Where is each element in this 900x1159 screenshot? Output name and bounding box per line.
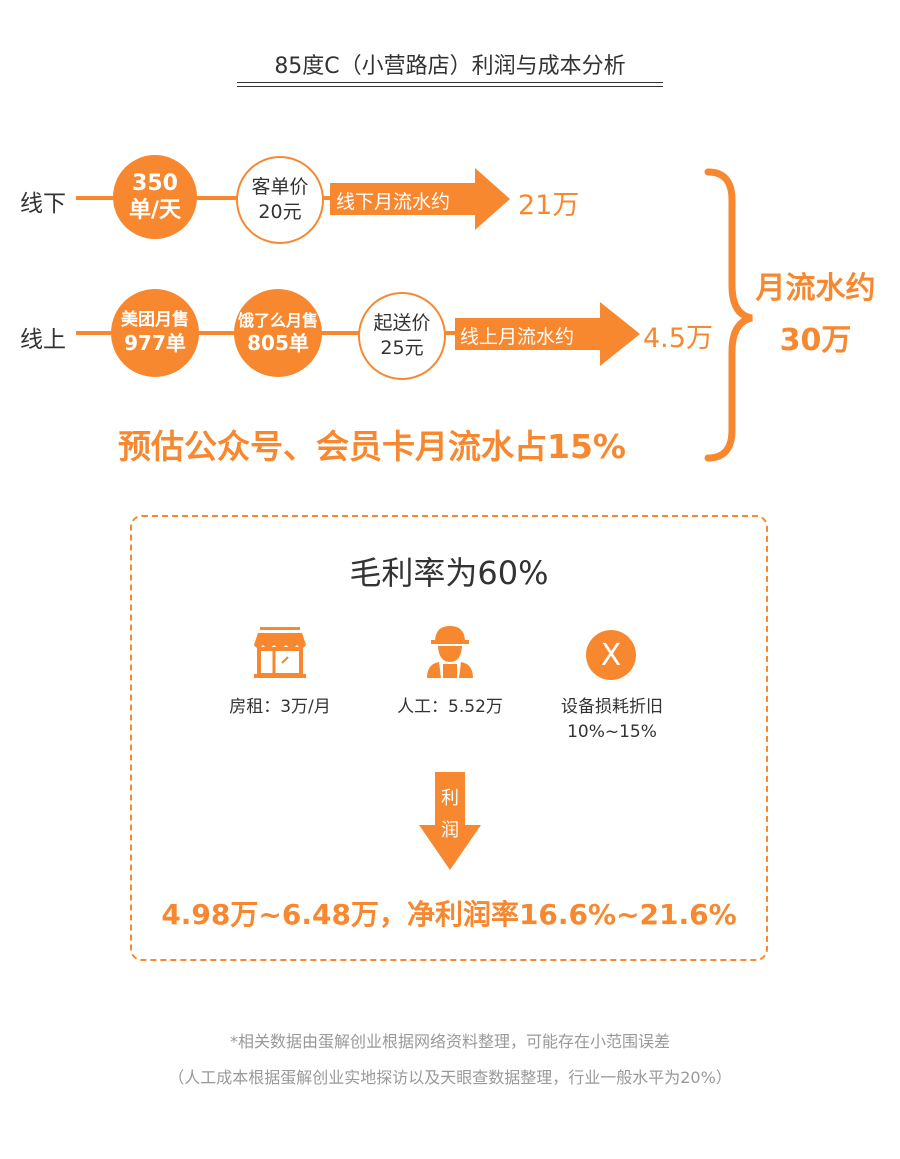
price-label: 起送价 bbox=[373, 312, 431, 335]
total-label: 月流水约 bbox=[755, 271, 876, 306]
profit-arrow-char: 润 bbox=[441, 820, 459, 841]
profit-arrow-char: 利 bbox=[441, 788, 459, 809]
offline-label: 线下 bbox=[20, 191, 66, 217]
offline-price-circle: 客单价 20元 bbox=[236, 156, 324, 244]
profit-text: 4.98万~6.48万，净利润率16.6%~21.6% bbox=[161, 898, 737, 931]
cost-item-depreciation-range: 10%~15% bbox=[567, 722, 657, 742]
total-flow: 月流水约 30万 bbox=[748, 263, 883, 367]
offline-orders-circle: 350 单/天 bbox=[113, 155, 197, 239]
price-value: 20元 bbox=[258, 201, 302, 223]
worker-icon bbox=[427, 626, 473, 678]
orders-value: 350 bbox=[132, 170, 178, 196]
meituan-value: 977单 bbox=[124, 331, 186, 356]
meituan-circle: 美团月售 977单 bbox=[111, 289, 199, 377]
offline-arrow bbox=[330, 168, 510, 230]
eleme-circle: 饿了么月售 805单 bbox=[234, 289, 322, 377]
eleme-value: 805单 bbox=[247, 330, 309, 355]
total-value: 30万 bbox=[779, 323, 852, 358]
online-result: 4.5万 bbox=[643, 323, 713, 354]
profit-arrow bbox=[419, 772, 481, 870]
page-title: 85度C（小营路店）利润与成本分析 bbox=[274, 54, 626, 79]
cost-box bbox=[130, 515, 768, 961]
cost-item-depreciation: 设备损耗折旧 bbox=[561, 697, 663, 717]
footnote: *相关数据由蛋解创业根据网络资料整理，可能存在小范围误差 bbox=[229, 1032, 670, 1051]
offline-arrow-label: 线下月流水约 bbox=[336, 191, 451, 213]
brace bbox=[704, 168, 753, 462]
online-arrow bbox=[455, 302, 640, 366]
offline-result: 21万 bbox=[518, 190, 580, 221]
profit-arrow-label: 利 润 bbox=[435, 783, 465, 847]
meituan-label: 美团月售 bbox=[121, 309, 189, 330]
eleme-label: 饿了么月售 bbox=[237, 310, 318, 330]
online-arrow-label: 线上月流水约 bbox=[460, 326, 575, 348]
footnote: （人工成本根据蛋解创业实地探访以及天眼查数据整理，行业一般水平为20%） bbox=[168, 1068, 732, 1087]
cost-item-labor: 人工：5.52万 bbox=[397, 697, 503, 717]
price-label: 客单价 bbox=[251, 176, 309, 199]
store-icon bbox=[254, 627, 306, 678]
orders-unit: 单/天 bbox=[128, 198, 182, 223]
title-underline bbox=[237, 82, 663, 87]
price-value: 25元 bbox=[380, 337, 424, 359]
online-label: 线上 bbox=[20, 327, 66, 353]
gross-margin: 毛利率为60% bbox=[349, 554, 549, 592]
online-price-circle: 起送价 25元 bbox=[358, 292, 446, 380]
estimate-text: 预估公众号、会员卡月流水占15% bbox=[118, 427, 626, 466]
x-circle-icon: X bbox=[586, 630, 636, 680]
cost-item-rent: 房租：3万/月 bbox=[229, 697, 331, 717]
